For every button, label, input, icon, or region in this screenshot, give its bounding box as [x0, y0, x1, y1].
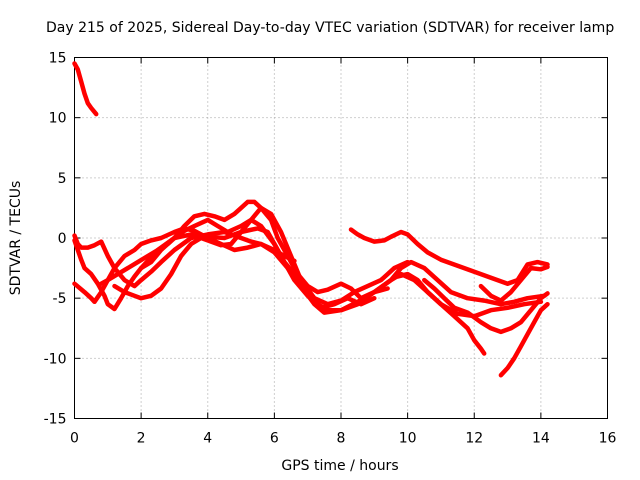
data-series — [72, 61, 550, 378]
series-arc-11 — [478, 264, 550, 303]
x-tick-label: 2 — [137, 431, 146, 447]
y-tick-label: 10 — [49, 111, 67, 127]
x-tick-label: 10 — [399, 431, 417, 447]
x-tick-label: 16 — [599, 431, 617, 447]
series-arc-2 — [72, 229, 297, 289]
series-arc-1 — [72, 61, 99, 117]
x-tick-label: 6 — [270, 431, 279, 447]
x-tick-labels: 0 2 4 6 8 10 12 14 16 — [70, 431, 616, 447]
y-axis-title: SDTVAR / TECUs — [8, 181, 24, 296]
series-arc-12 — [498, 301, 550, 378]
y-tick-label: -5 — [53, 291, 67, 307]
y-tick-label: -10 — [44, 351, 67, 367]
x-tick-label: 8 — [337, 431, 346, 447]
series-arc-5 — [98, 217, 377, 311]
y-tick-label: 5 — [58, 171, 67, 187]
x-axis-title: GPS time / hours — [281, 458, 398, 474]
y-tick-label: 15 — [49, 51, 67, 67]
y-tick-label: 0 — [58, 231, 67, 247]
y-tick-labels: -15 -10 -5 0 5 10 15 — [44, 51, 67, 428]
chart-title: Day 215 of 2025, Sidereal Day-to-day VTE… — [46, 20, 614, 36]
x-tick-label: 12 — [465, 431, 483, 447]
x-tick-label: 14 — [532, 431, 550, 447]
x-tick-label: 0 — [70, 431, 79, 447]
x-tick-label: 4 — [203, 431, 212, 447]
series-arc-10 — [422, 277, 550, 335]
series-arc-7 — [138, 199, 547, 307]
series-arc-9 — [395, 271, 487, 356]
y-tick-label: -15 — [44, 412, 67, 428]
series-arc-8 — [348, 227, 550, 286]
series-arc-6 — [112, 205, 410, 307]
